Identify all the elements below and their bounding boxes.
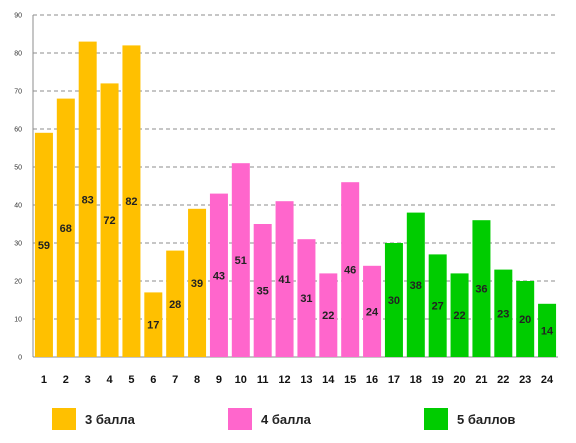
legend-swatch bbox=[228, 408, 252, 430]
x-tick-label: 15 bbox=[344, 374, 356, 386]
data-label-9: 43 bbox=[213, 270, 225, 282]
legend-item-5-ballov: 5 баллов bbox=[424, 406, 515, 432]
bar-9 bbox=[209, 193, 228, 357]
data-label-18: 38 bbox=[410, 280, 422, 292]
bar-12 bbox=[275, 201, 294, 357]
legend-swatch bbox=[52, 408, 76, 430]
x-tick-label: 1 bbox=[41, 374, 47, 386]
x-tick-label: 6 bbox=[150, 374, 156, 386]
legend-item-4-balla: 4 балла bbox=[228, 406, 311, 432]
bars bbox=[34, 41, 557, 358]
data-label-14: 22 bbox=[322, 310, 334, 322]
data-label-10: 51 bbox=[235, 255, 247, 267]
data-label-6: 17 bbox=[147, 320, 159, 332]
bar-1 bbox=[34, 132, 53, 357]
y-tick-label: 40 bbox=[14, 203, 22, 210]
bar-10 bbox=[231, 163, 250, 357]
y-tick-label: 60 bbox=[14, 127, 22, 134]
y-tick-label: 20 bbox=[14, 279, 22, 286]
x-tick-label: 12 bbox=[278, 374, 290, 386]
x-tick-label: 2 bbox=[63, 374, 69, 386]
bar-22 bbox=[494, 269, 513, 357]
bar-5 bbox=[122, 45, 141, 358]
data-label-13: 31 bbox=[300, 293, 312, 305]
x-tick-label: 23 bbox=[519, 374, 531, 386]
x-tick-labels: 1 2 3 4 5 6 7 8 9 10 11 12 13 14 15 16 17 18 19 20 21 22 23 24 bbox=[41, 374, 554, 386]
legend-swatch bbox=[424, 408, 448, 430]
legend-item-3-balla: 3 балла bbox=[52, 406, 135, 432]
bar-19 bbox=[428, 254, 447, 357]
y-tick-label: 90 bbox=[14, 13, 22, 20]
data-label-4: 72 bbox=[103, 215, 115, 227]
bar-4 bbox=[100, 83, 119, 358]
bar-16 bbox=[363, 265, 382, 357]
x-tick-label: 17 bbox=[388, 374, 400, 386]
bar-7 bbox=[166, 250, 185, 357]
data-label-12: 41 bbox=[278, 274, 290, 286]
bar-14 bbox=[319, 273, 338, 357]
data-label-2: 68 bbox=[60, 223, 72, 235]
x-tick-label: 14 bbox=[322, 374, 335, 386]
bar-23 bbox=[516, 281, 535, 357]
bar-21 bbox=[472, 220, 491, 357]
x-tick-label: 3 bbox=[85, 374, 91, 386]
data-label-11: 35 bbox=[257, 286, 269, 298]
bar-15 bbox=[341, 182, 360, 357]
bar-6 bbox=[144, 292, 163, 357]
bar-8 bbox=[188, 208, 207, 357]
gridlines bbox=[33, 14, 558, 320]
bar-17 bbox=[384, 243, 403, 357]
axes bbox=[32, 15, 558, 358]
x-tick-label: 11 bbox=[257, 374, 269, 386]
data-label-15: 46 bbox=[344, 265, 356, 277]
bar-13 bbox=[297, 239, 316, 357]
x-tick-label: 16 bbox=[366, 374, 378, 386]
legend-label: 4 балла bbox=[261, 411, 311, 427]
bar-18 bbox=[406, 212, 425, 357]
bar-2 bbox=[56, 98, 75, 357]
data-label-16: 24 bbox=[366, 306, 379, 318]
y-tick-label: 50 bbox=[14, 165, 22, 172]
y-tick-label: 80 bbox=[14, 51, 22, 58]
data-label-19: 27 bbox=[432, 301, 444, 313]
x-tick-label: 22 bbox=[497, 374, 509, 386]
data-label-7: 28 bbox=[169, 299, 181, 311]
y-tick-labels: 0 10 20 30 40 50 60 70 80 90 bbox=[14, 13, 22, 362]
x-tick-label: 10 bbox=[235, 374, 247, 386]
y-tick-label: 30 bbox=[14, 241, 22, 248]
data-labels: 59 68 83 72 82 17 28 39 43 51 35 41 31 22 46 24 30 38 27 22… bbox=[38, 194, 554, 337]
x-tick-label: 18 bbox=[410, 374, 422, 386]
x-tick-label: 4 bbox=[106, 374, 113, 386]
x-tick-label: 19 bbox=[432, 374, 444, 386]
x-tick-label: 9 bbox=[216, 374, 222, 386]
x-tick-label: 5 bbox=[128, 374, 134, 386]
bar-11 bbox=[253, 224, 272, 357]
data-label-17: 30 bbox=[388, 295, 400, 307]
x-tick-label: 7 bbox=[172, 374, 178, 386]
data-label-3: 83 bbox=[82, 194, 94, 206]
y-tick-label: 10 bbox=[14, 317, 22, 324]
x-tick-label: 21 bbox=[475, 374, 487, 386]
data-label-8: 39 bbox=[191, 278, 203, 290]
x-tick-label: 13 bbox=[300, 374, 312, 386]
bar-3 bbox=[78, 41, 97, 357]
y-tick-label: 70 bbox=[14, 89, 22, 96]
bar-24 bbox=[538, 303, 557, 357]
data-label-20: 22 bbox=[453, 310, 465, 322]
bar-20 bbox=[450, 273, 469, 357]
x-tick-label: 24 bbox=[541, 374, 554, 386]
data-label-1: 59 bbox=[38, 240, 50, 252]
legend-label: 5 баллов bbox=[457, 411, 516, 427]
data-label-22: 23 bbox=[497, 308, 509, 320]
x-tick-label: 8 bbox=[194, 374, 200, 386]
legend-label: 3 балла bbox=[85, 411, 135, 427]
data-label-23: 20 bbox=[519, 314, 531, 326]
x-tick-label: 20 bbox=[453, 374, 465, 386]
data-label-5: 82 bbox=[125, 196, 137, 208]
y-tick-label: 0 bbox=[18, 355, 22, 362]
data-label-21: 36 bbox=[475, 284, 487, 296]
data-label-24: 14 bbox=[541, 325, 554, 337]
